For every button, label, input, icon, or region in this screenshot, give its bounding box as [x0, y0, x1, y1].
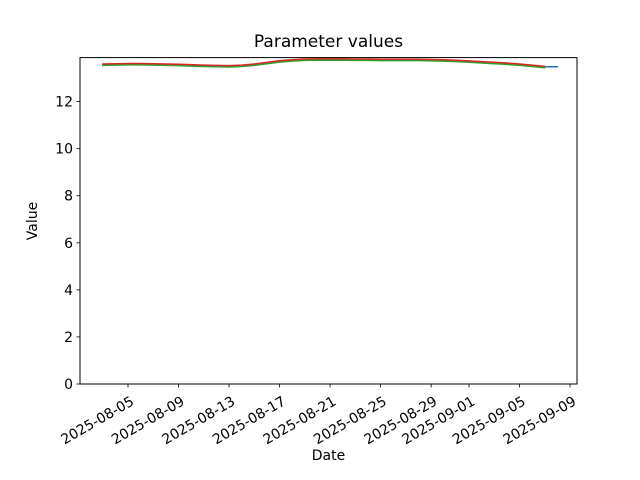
axes-box	[79, 57, 578, 385]
series-line-series-4	[101, 58, 546, 68]
y-tick-label: 0	[64, 377, 73, 393]
y-tick-label: 6	[64, 236, 73, 252]
y-axis-label: Value	[25, 202, 41, 240]
y-tick-label: 2	[64, 330, 73, 346]
y-tick-label: 12	[55, 95, 73, 111]
y-tick-label: 4	[64, 283, 73, 299]
x-axis-label: Date	[312, 448, 345, 464]
chart-title: Parameter values	[254, 32, 403, 52]
y-tick-label: 8	[64, 189, 73, 205]
series-line-series-3	[101, 59, 546, 69]
y-tick-label: 10	[55, 142, 73, 158]
plot-area: 0246810122025-08-052025-08-092025-08-132…	[55, 57, 579, 448]
